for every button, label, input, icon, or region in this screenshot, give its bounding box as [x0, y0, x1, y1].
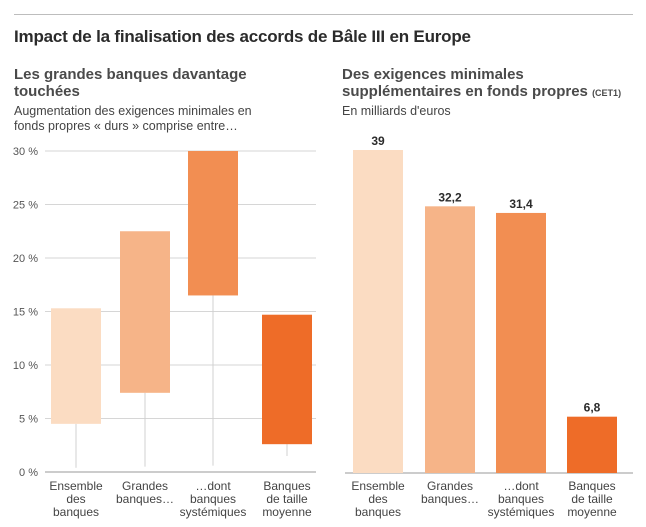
right-bar-value-label: 32,2 — [438, 190, 462, 204]
right-x-category-label: Ensemble — [351, 479, 405, 493]
left-x-category-label: Ensemble — [49, 479, 103, 493]
right-x-category-label: banques… — [421, 492, 479, 506]
left-x-category-label: banques… — [116, 492, 174, 506]
right-chart-subtitle: En milliards d'euros — [342, 104, 451, 118]
right-chart-title-text: Des exigences minimales supplémentaires … — [342, 66, 588, 100]
left-y-tick-label: 30 % — [13, 146, 38, 158]
left-range-bar — [188, 151, 238, 296]
right-bar — [496, 212, 546, 473]
right-x-category-label: de taille — [571, 492, 613, 506]
right-x-category-label: moyenne — [567, 505, 617, 519]
left-range-bar — [262, 314, 312, 445]
left-chart-title: Les grandes banques davantage touchées — [14, 66, 247, 100]
left-x-category-label: des — [66, 492, 85, 506]
left-range-bar — [120, 231, 170, 393]
right-x-category-label: Grandes — [427, 479, 473, 493]
right-x-category-label: Banques — [568, 479, 615, 493]
right-bar — [425, 206, 475, 474]
left-chart-subtitle: Augmentation des exigences minimales en … — [14, 104, 252, 133]
left-x-category-label: banques — [53, 505, 99, 519]
right-bar-value-label: 39 — [371, 134, 385, 148]
main-title: Impact de la finalisation des accords de… — [14, 27, 471, 46]
right-x-category-label: banques — [355, 505, 401, 519]
left-x-category-label: moyenne — [262, 505, 312, 519]
right-bar — [567, 416, 617, 473]
left-x-category-label: Grandes — [122, 479, 168, 493]
right-x-category-label: des — [368, 492, 387, 506]
left-y-tick-label: 5 % — [19, 414, 38, 426]
right-x-category-label: systémiques — [488, 505, 555, 519]
left-y-tick-label: 15 % — [13, 307, 38, 319]
right-chart-title: Des exigences minimales supplémentaires … — [342, 66, 642, 102]
right-x-category-label: banques — [498, 492, 544, 506]
left-y-tick-label: 10 % — [13, 360, 38, 372]
left-y-tick-label: 25 % — [13, 200, 38, 212]
left-x-category-label: de taille — [266, 492, 308, 506]
left-x-category-label: Banques — [263, 479, 310, 493]
left-x-category-label: systémiques — [180, 505, 247, 519]
right-bar-value-label: 31,4 — [509, 197, 533, 211]
left-y-tick-label: 0 % — [19, 467, 38, 479]
left-x-category-label: banques — [190, 492, 236, 506]
right-chart-title-suffix: (CET1) — [592, 88, 622, 98]
right-bar — [353, 150, 403, 473]
right-bar-value-label: 6,8 — [584, 401, 601, 415]
top-rule — [14, 14, 633, 15]
left-x-category-label: …dont — [195, 479, 231, 493]
right-x-category-label: …dont — [503, 479, 539, 493]
left-y-tick-label: 20 % — [13, 253, 38, 265]
left-range-bar — [51, 308, 101, 424]
